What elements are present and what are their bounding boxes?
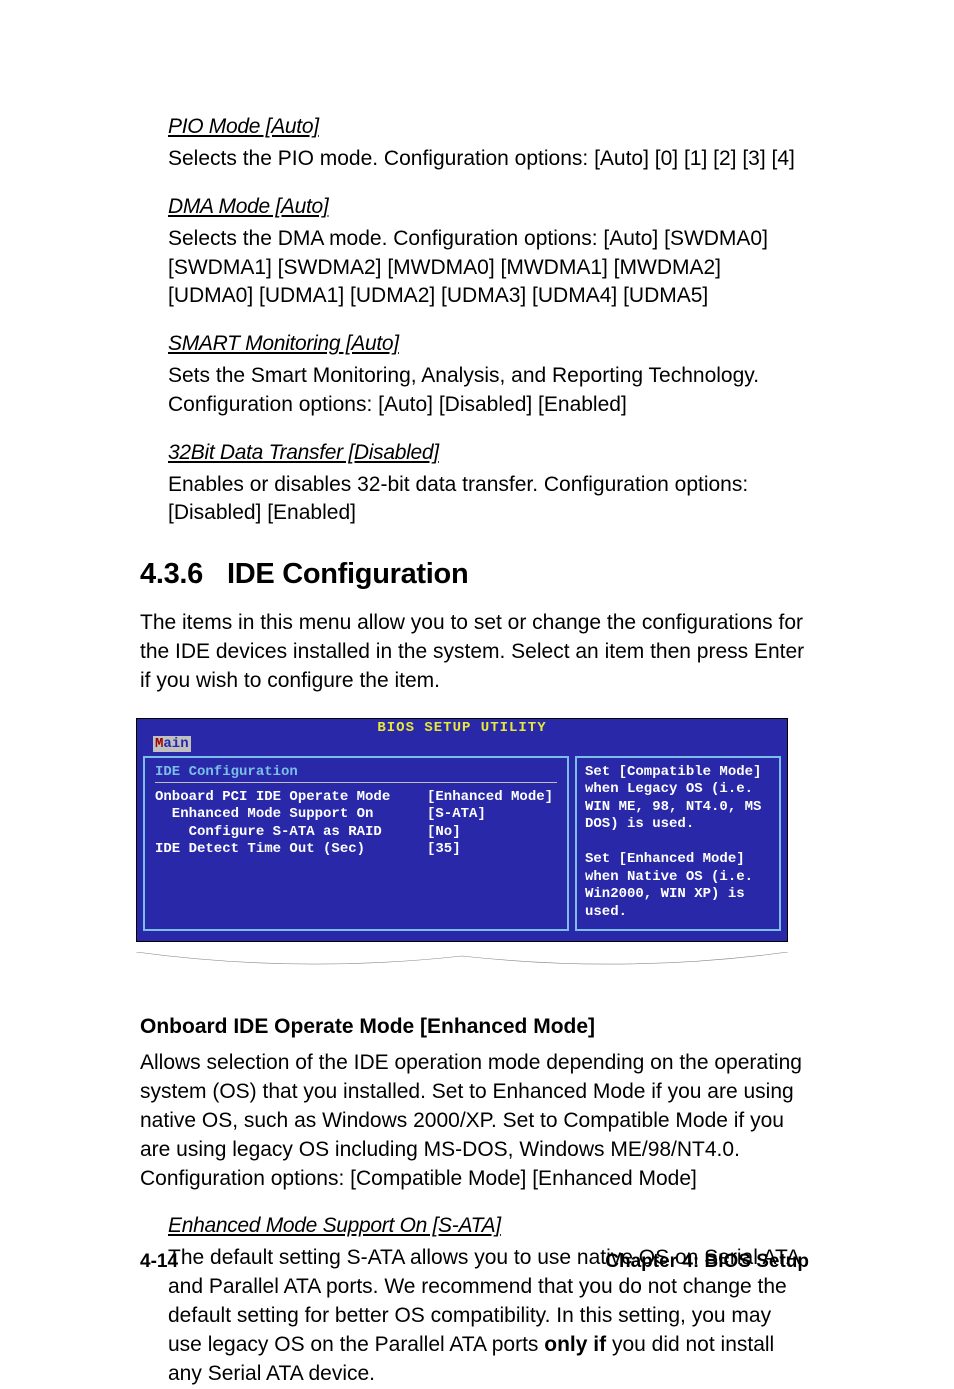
dma-mode-heading: DMA Mode [Auto]	[140, 195, 809, 219]
paper-curl-decoration	[136, 952, 788, 970]
bios-setting-row: Configure S-ATA as RAID [No]	[155, 824, 557, 842]
smart-monitoring-heading: SMART Monitoring [Auto]	[140, 332, 809, 356]
dma-mode-body: Selects the DMA mode. Configuration opti…	[140, 225, 809, 310]
section-intro: The items in this menu allow you to set …	[140, 609, 809, 696]
bios-body: IDE Configuration Onboard PCI IDE Operat…	[137, 752, 787, 942]
pio-mode-heading: PIO Mode [Auto]	[140, 115, 809, 139]
section-number: 4.3.6	[140, 558, 203, 591]
pio-mode-body: Selects the PIO mode. Configuration opti…	[140, 145, 809, 173]
bios-utility-title: BIOS SETUP UTILITY	[137, 719, 787, 736]
page-footer: 4-14 Chapter 4: BIOS Setup	[140, 1251, 809, 1273]
onboard-ide-body: Allows selection of the IDE operation mo…	[140, 1049, 809, 1194]
32bit-transfer-heading: 32Bit Data Transfer [Disabled]	[140, 441, 809, 465]
document-page: PIO Mode [Auto] Selects the PIO mode. Co…	[0, 0, 954, 1389]
bios-help-text: Set [Compatible Mode] when Legacy OS (i.…	[585, 764, 771, 922]
enhanced-mode-heading: Enhanced Mode Support On [S-ATA]	[140, 1214, 809, 1238]
bios-setting-row: IDE Detect Time Out (Sec) [35]	[155, 841, 557, 859]
chapter-label: Chapter 4: BIOS Setup	[605, 1251, 809, 1273]
bios-tab-main: Main	[153, 736, 191, 752]
section-heading: 4.3.6 IDE Configuration	[140, 558, 809, 591]
bios-screenshot: BIOS SETUP UTILITY Main IDE Configuratio…	[136, 718, 788, 943]
bios-left-panel: IDE Configuration Onboard PCI IDE Operat…	[143, 756, 569, 932]
page-number: 4-14	[140, 1251, 178, 1273]
onboard-ide-heading: Onboard IDE Operate Mode [Enhanced Mode]	[140, 1015, 809, 1039]
32bit-transfer-body: Enables or disables 32-bit data transfer…	[140, 471, 809, 528]
section-title: IDE Configuration	[227, 558, 468, 590]
bios-divider	[155, 782, 557, 783]
smart-monitoring-body: Sets the Smart Monitoring, Analysis, and…	[140, 362, 809, 419]
bios-setting-row: Enhanced Mode Support On [S-ATA]	[155, 806, 557, 824]
bios-tab-bar: Main	[137, 736, 787, 752]
bios-panel-title: IDE Configuration	[155, 764, 557, 780]
bios-help-panel: Set [Compatible Mode] when Legacy OS (i.…	[575, 756, 781, 932]
bios-setting-row: Onboard PCI IDE Operate Mode [Enhanced M…	[155, 789, 557, 807]
